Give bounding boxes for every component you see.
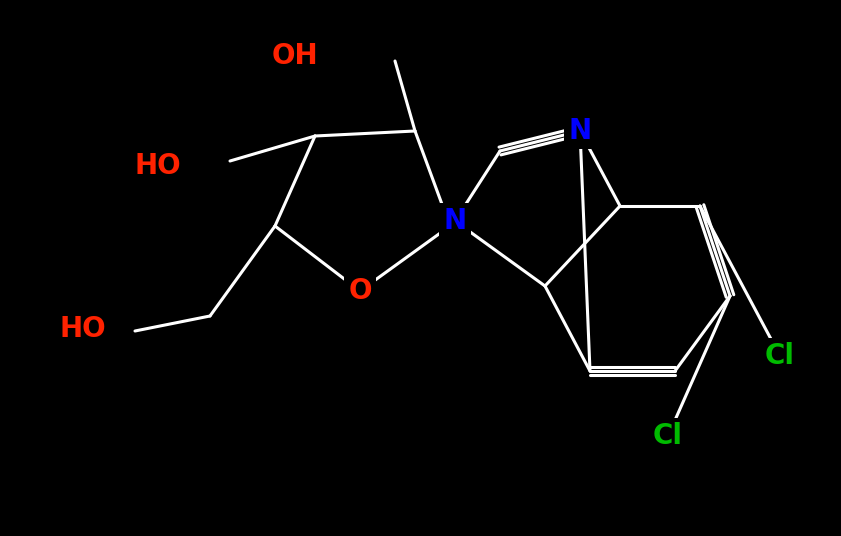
- Text: N: N: [569, 117, 591, 145]
- Text: OH: OH: [272, 42, 318, 70]
- Text: HO: HO: [135, 152, 182, 180]
- Text: O: O: [348, 277, 372, 305]
- Text: N: N: [443, 207, 467, 235]
- Text: HO: HO: [60, 315, 106, 343]
- Text: Cl: Cl: [653, 422, 683, 450]
- Text: Cl: Cl: [765, 342, 795, 370]
